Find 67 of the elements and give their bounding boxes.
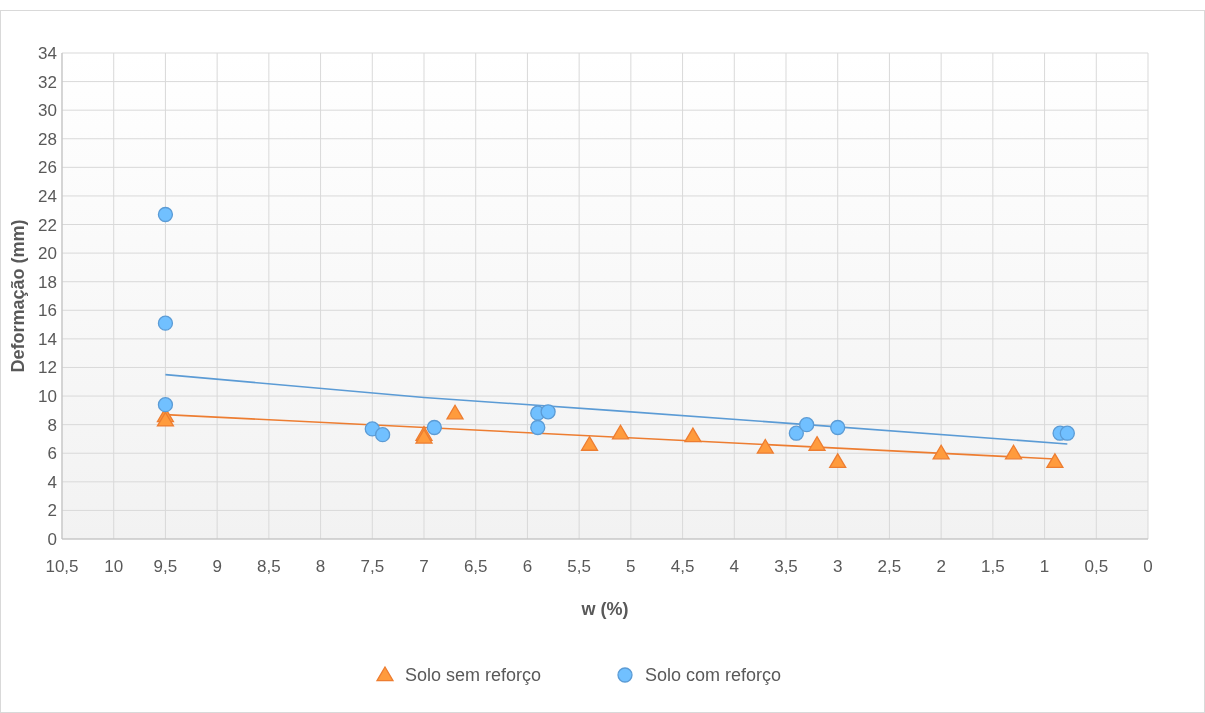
point (426, 419, 442, 436)
point (1046, 453, 1064, 469)
x-tick-label: 4 (729, 557, 740, 576)
y-tick-label: 2 (47, 501, 57, 521)
point (446, 404, 464, 420)
point (829, 453, 847, 469)
legend-label: Solo sem reforço (405, 665, 542, 685)
x-tick-label: 0,5 (1084, 557, 1109, 576)
y-tick-label: 0 (47, 530, 57, 549)
legend-label: Solo com reforço (645, 665, 782, 685)
point (374, 427, 391, 443)
x-tick-label: 3 (832, 557, 843, 576)
y-tick-label: 18 (38, 272, 57, 292)
y-tick-label: 34 (38, 44, 57, 63)
x-tick-label: 5,5 (567, 557, 591, 576)
y-tick-label: 10 (38, 387, 57, 407)
x-tick-label: 8 (315, 557, 326, 576)
point (156, 411, 175, 427)
point (1059, 425, 1075, 441)
line-series (164, 373, 1069, 445)
y-axis-title: Deformação (mm) (8, 219, 28, 373)
x-tick-label: 10,5 (45, 557, 79, 576)
y-tick-label: 14 (38, 329, 57, 349)
x-tick-label: 6,5 (463, 557, 488, 576)
point (684, 427, 702, 443)
point (157, 396, 174, 413)
x-tick-label: 0 (1143, 557, 1153, 576)
point (530, 419, 546, 436)
x-tick-label: 3,5 (774, 557, 798, 576)
x-tick-label: 5 (626, 557, 636, 576)
point (540, 404, 556, 420)
x-tick-label: 6 (522, 557, 533, 576)
point (611, 424, 630, 440)
y-tick-label: 6 (47, 444, 57, 464)
x-axis-title: w (%) (580, 599, 629, 619)
x-tick-label: 1,5 (981, 557, 1005, 576)
y-tick-label: 20 (38, 244, 57, 264)
y-tick-label: 22 (38, 215, 57, 235)
y-tick-label: 26 (38, 158, 57, 178)
point (830, 419, 846, 436)
point (157, 206, 174, 223)
x-tick-label: 4,5 (670, 557, 695, 576)
x-tick-label: 9 (212, 557, 222, 576)
y-tick-label: 4 (47, 472, 57, 492)
x-tick-label: 7,5 (360, 557, 385, 576)
point (157, 315, 174, 331)
y-tick-label: 12 (38, 358, 57, 378)
x-tick-label: 9,5 (153, 557, 178, 576)
point (799, 417, 815, 433)
y-tick-label: 30 (38, 101, 57, 121)
y-tick-label: 8 (47, 415, 57, 435)
point (932, 444, 950, 460)
point (756, 438, 774, 454)
x-tick-label: 8,5 (257, 557, 281, 576)
x-tick-label: 1 (1039, 557, 1050, 576)
x-tick-label: 7 (419, 557, 429, 576)
x-tick-label: 10 (104, 557, 124, 576)
y-tick-label: 32 (38, 72, 57, 92)
point (808, 436, 826, 451)
y-tick-label: 28 (38, 129, 57, 149)
x-tick-label: 2 (936, 557, 946, 576)
y-tick-label: 24 (38, 186, 57, 206)
y-tick-label: 16 (38, 301, 57, 321)
point (1004, 444, 1023, 460)
x-tick-label: 2,5 (877, 557, 902, 576)
point (788, 425, 804, 441)
point (580, 436, 599, 451)
